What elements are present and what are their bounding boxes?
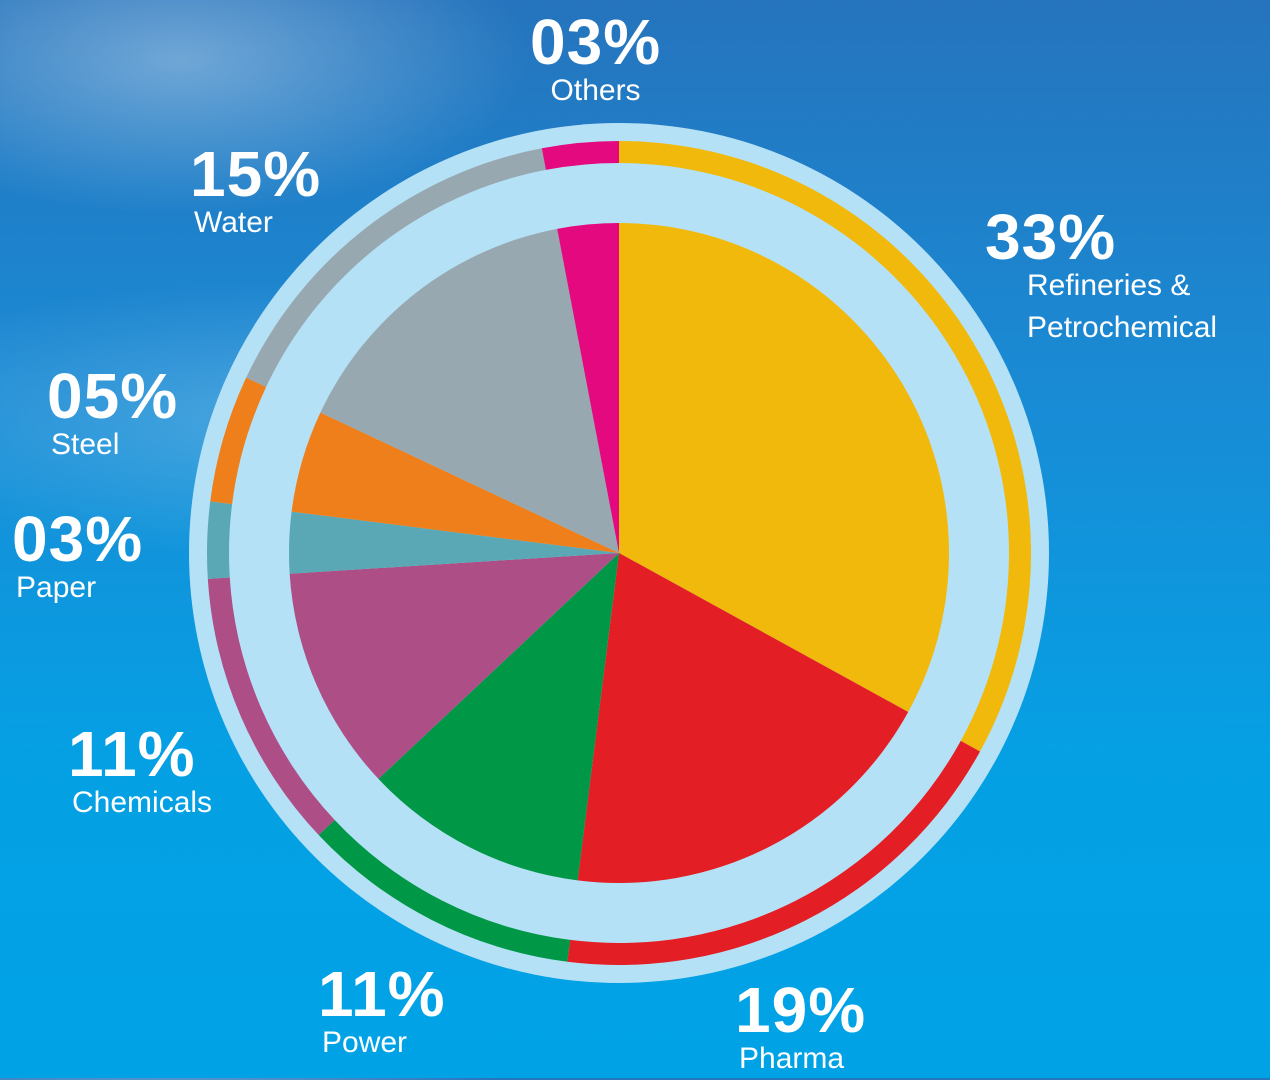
slice-label: 11%Power [318, 962, 562, 1064]
page: (() => { const data = JSON.parse(documen… [0, 0, 1270, 1078]
percent-label: 19% [735, 978, 979, 1042]
slice-label: 19%Pharma [735, 978, 979, 1080]
category-label: Chemicals [72, 782, 312, 824]
percent-label: 05% [47, 364, 291, 428]
slice-label: 33%Refineries & Petrochemical [985, 205, 1267, 349]
percent-label: 03% [530, 10, 661, 74]
percent-label: 03% [12, 507, 256, 571]
slice-label: 15%Water [190, 142, 434, 244]
category-label: Refineries & Petrochemical [1027, 265, 1267, 349]
percent-label: 33% [985, 205, 1267, 269]
slice-label: 03%Paper [12, 507, 256, 609]
slice-label: 05%Steel [47, 364, 291, 466]
slice-label: 11%Chemicals [68, 722, 312, 824]
percent-label: 11% [318, 962, 562, 1026]
percent-label: 15% [190, 142, 434, 206]
slice-label: 03%Others [530, 10, 661, 112]
percent-label: 11% [68, 722, 312, 786]
